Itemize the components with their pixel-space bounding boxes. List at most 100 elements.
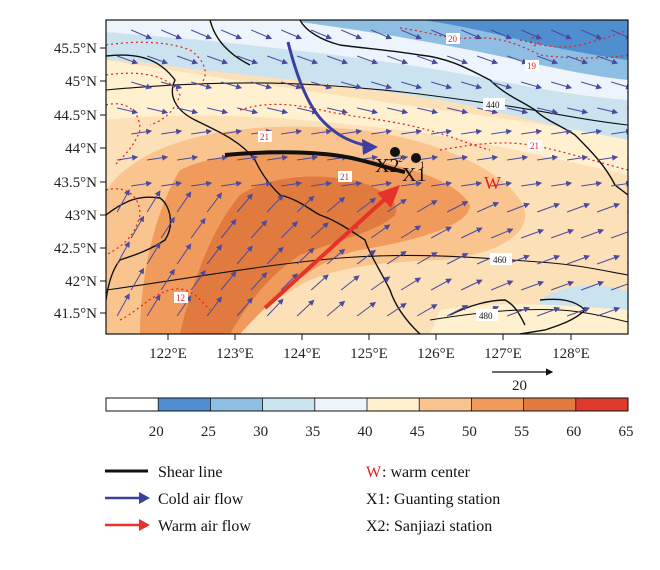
- wind-vector: [581, 180, 603, 187]
- lat-label: 45.5°N: [54, 41, 97, 57]
- wind-vector: [116, 189, 130, 213]
- wind-vector: [506, 55, 529, 65]
- wind-vector: [581, 81, 603, 90]
- wind-vector: [446, 253, 469, 265]
- shear-line: [224, 150, 406, 174]
- lon-label: 128°E: [552, 346, 590, 362]
- wind-vector: [550, 29, 573, 40]
- wind-vector: [220, 218, 237, 239]
- wind-vector: [641, 183, 660, 186]
- wind-vector: [250, 29, 273, 40]
- wind-vector: [161, 128, 183, 135]
- temperature-contour-labels: 20 19 21 21 21 12: [174, 33, 542, 303]
- wind-vector: [130, 267, 145, 291]
- wind-vector: [626, 263, 628, 265]
- wind-vector: [626, 315, 628, 317]
- legend-cold-air: Cold air flow: [105, 491, 244, 508]
- wind-vector: [176, 295, 192, 317]
- wind-vector: [147, 154, 169, 161]
- wind-vector: [550, 228, 575, 239]
- wind-vector: [566, 306, 591, 317]
- svg-text:Cold air flow: Cold air flow: [158, 491, 244, 508]
- colorbar-segment: [314, 398, 368, 411]
- wind-vector: [221, 180, 243, 187]
- wind-vector: [250, 272, 268, 291]
- colorbar-tick-label: 45: [410, 424, 425, 440]
- wind-vector: [416, 304, 438, 317]
- reference-vector: 20: [492, 368, 554, 394]
- wind-vector: [641, 30, 660, 39]
- wind-vector: [357, 107, 379, 115]
- wind-vector: [176, 243, 192, 265]
- lat-label: 41.5°N: [54, 306, 97, 322]
- wind-vector: [207, 154, 229, 161]
- wind-vector: [506, 306, 530, 317]
- colorbar-segment: [575, 398, 629, 411]
- svg-text:Shear line: Shear line: [158, 464, 222, 481]
- wind-vector: [551, 180, 573, 187]
- wind-vector: [641, 82, 660, 88]
- wind-vector: [370, 276, 391, 291]
- wind-vector: [326, 196, 346, 213]
- station-x1-superscript: 1: [420, 160, 425, 170]
- wind-vector: [176, 55, 199, 65]
- wind-vector: [370, 224, 391, 239]
- colorbar-tick-label: 55: [514, 424, 529, 440]
- svg-text:: warm center: : warm center: [382, 464, 471, 481]
- wind-vector: [446, 201, 469, 213]
- wind-vector: [220, 29, 243, 40]
- wind-vector: [296, 299, 315, 317]
- colorbar-labels: 20 25 30 35 40 45 50 55 60 65: [149, 424, 634, 440]
- colorbar-tick-label: 40: [358, 424, 373, 440]
- wind-vector: [400, 277, 422, 291]
- lon-label: 125°E: [350, 346, 388, 362]
- wind-vector: [370, 29, 393, 40]
- wind-vector: [237, 154, 259, 161]
- wind-vector: [190, 29, 213, 40]
- wind-vector: [401, 180, 423, 187]
- wind-vector: [596, 254, 621, 265]
- wind-vector: [551, 81, 573, 90]
- svg-text:Warm air flow: Warm air flow: [158, 518, 251, 535]
- lat-label: 45°N: [65, 74, 97, 90]
- svg-text:480: 480: [479, 311, 493, 321]
- wind-vector: [371, 180, 393, 187]
- wind-vector: [536, 254, 561, 265]
- wind-vector: [490, 29, 513, 40]
- wind-vector: [236, 55, 259, 65]
- wind-vector: [130, 215, 145, 239]
- station-x2-label: X2: [375, 155, 399, 177]
- svg-text:21: 21: [340, 172, 349, 182]
- svg-text:21: 21: [530, 141, 539, 151]
- wind-vector: [340, 29, 363, 40]
- wind-vector: [536, 55, 559, 65]
- wind-vector: [627, 107, 628, 109]
- wind-vector: [537, 154, 559, 161]
- wind-vector: [220, 270, 237, 291]
- wind-vector: [567, 107, 589, 115]
- longitude-labels: 122°E 123°E 124°E 125°E 126°E 127°E 128°…: [149, 346, 590, 362]
- wind-vector: [341, 180, 363, 187]
- wind-vector: [371, 128, 393, 135]
- station-x1-label: X1: [402, 164, 426, 186]
- wind-vector: [520, 280, 545, 291]
- wind-vector: [266, 246, 284, 265]
- wind-vector: [310, 29, 333, 40]
- wind-vector: [117, 154, 139, 161]
- wind-vector: [206, 296, 223, 317]
- wind-vector: [386, 55, 409, 65]
- wind-vector: [401, 81, 423, 90]
- wind-vector: [401, 128, 423, 135]
- wind-vector: [310, 222, 329, 239]
- wind-vector: [580, 29, 603, 40]
- colorbar-segment: [419, 398, 472, 411]
- wind-vector: [130, 29, 153, 40]
- wind-vector: [520, 29, 543, 40]
- svg-text:20: 20: [448, 34, 458, 44]
- wind-vector: [461, 81, 483, 90]
- wind-vector: [160, 268, 175, 291]
- wind-vector: [191, 180, 213, 187]
- wind-vector: [311, 180, 333, 187]
- wind-vector: [387, 107, 409, 115]
- lat-label: 42.5°N: [54, 241, 97, 257]
